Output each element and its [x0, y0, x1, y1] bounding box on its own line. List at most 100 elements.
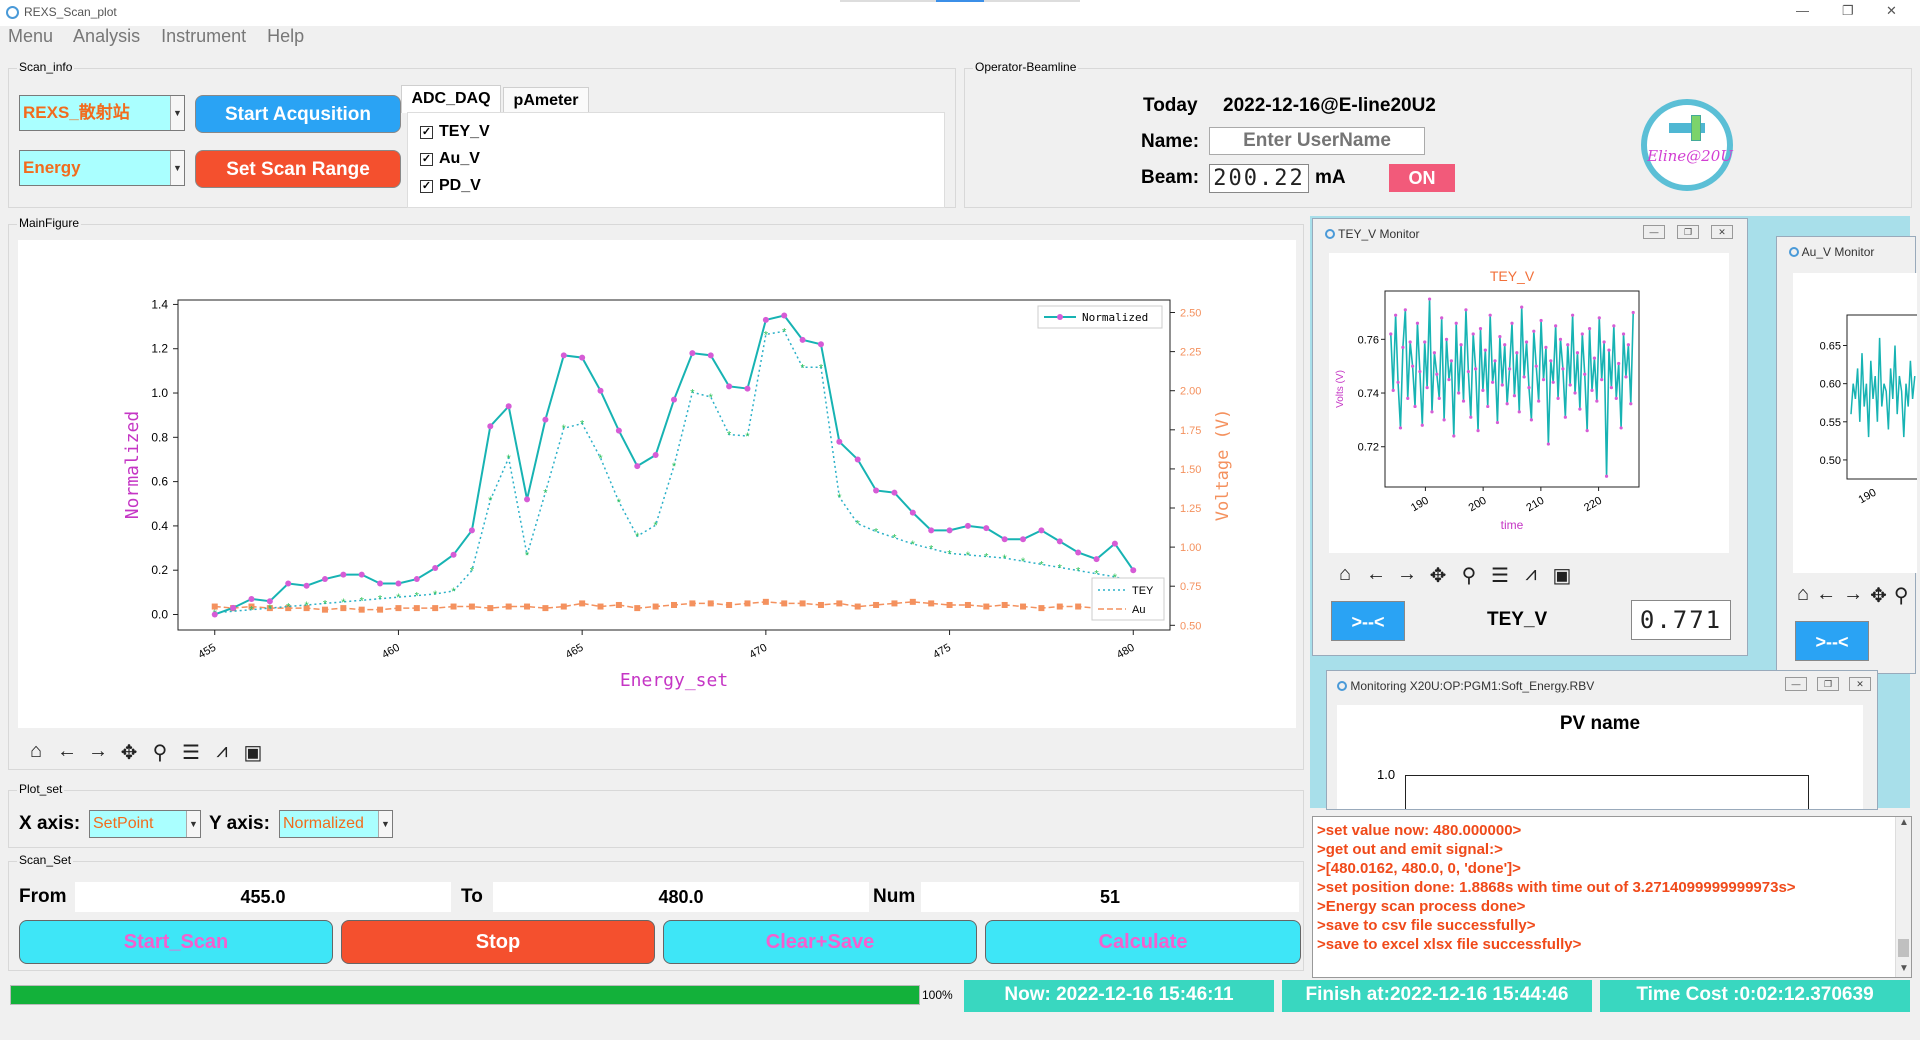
au-marker: [542, 605, 549, 612]
tey-marker: [1432, 351, 1437, 355]
tey-marker: [1539, 318, 1543, 323]
tey-marker: *: [1039, 559, 1044, 571]
zoom-icon[interactable]: ⚲: [1461, 565, 1477, 587]
tey-marker: [1566, 343, 1570, 347]
to-input[interactable]: 480.0: [493, 882, 869, 912]
zoom-icon[interactable]: ⚲: [1893, 585, 1909, 607]
chevron-down-icon: ▼: [378, 811, 392, 837]
close-button[interactable]: ✕: [1711, 225, 1733, 239]
tey-marker: [1573, 391, 1577, 395]
set-scan-range-button[interactable]: Set Scan Range: [195, 150, 401, 188]
back-arrow-icon[interactable]: ←: [57, 740, 77, 762]
channel-tey[interactable]: ✓ TEY_V: [420, 123, 490, 141]
channel-au[interactable]: ✓ Au_V: [420, 150, 480, 168]
pan-icon[interactable]: ✥: [120, 742, 138, 764]
save-icon[interactable]: ▣: [1552, 565, 1572, 587]
tey-marker: [1410, 364, 1415, 368]
edit-axis-icon[interactable]: ⩘: [216, 740, 228, 762]
tey-marker: [1408, 340, 1412, 344]
menu-menu[interactable]: Menu: [8, 26, 54, 46]
minimize-button[interactable]: —: [1796, 3, 1809, 18]
checkbox-au[interactable]: ✓: [420, 152, 433, 166]
from-input[interactable]: 455.0: [75, 882, 451, 912]
minimize-button[interactable]: —: [1643, 225, 1665, 239]
tey-x-tick-label: 190: [1409, 495, 1431, 515]
normalized-marker: [946, 527, 953, 534]
tey-marker: [1498, 335, 1502, 339]
tey-marker: *: [874, 526, 879, 538]
tey-marker: *: [304, 600, 309, 612]
close-button[interactable]: ✕: [1849, 677, 1871, 691]
home-icon[interactable]: ⌂: [1797, 583, 1810, 605]
minimize-button[interactable]: —: [1785, 677, 1807, 691]
tey-marker: [1597, 316, 1601, 320]
tey-marker: [1471, 332, 1475, 336]
checkbox-pd[interactable]: ✓: [420, 179, 433, 193]
tey-marker: [1612, 324, 1616, 328]
tey-marker: [1449, 359, 1453, 363]
tey-marker: [1600, 378, 1604, 382]
save-icon[interactable]: ▣: [243, 742, 263, 764]
configure-icon[interactable]: ☰: [1491, 565, 1509, 587]
clear-save-button[interactable]: Clear+Save: [663, 920, 977, 964]
restore-button[interactable]: ❐: [1677, 225, 1699, 239]
tab-pameter[interactable]: pAmeter: [503, 87, 589, 113]
forward-arrow-icon[interactable]: →: [88, 740, 108, 762]
scroll-thumb[interactable]: [1898, 939, 1909, 957]
num-input[interactable]: 51: [921, 882, 1299, 912]
tey-marker: *: [690, 387, 695, 399]
checkbox-tey[interactable]: ✓: [420, 125, 433, 139]
y-axis-combo[interactable]: Normalized ▼: [279, 810, 393, 838]
main-chart[interactable]: 455 460 465 470 475 4800.00.20.40.60.81.01.21…: [18, 240, 1296, 728]
home-icon[interactable]: ⌂: [1338, 563, 1352, 585]
menu-help[interactable]: Help: [267, 26, 305, 46]
forward-arrow-icon[interactable]: →: [1397, 563, 1417, 585]
normalized-marker: [1130, 567, 1137, 574]
log-scrollbar[interactable]: ▲ ▼: [1895, 817, 1911, 977]
calculate-button[interactable]: Calculate: [985, 920, 1301, 964]
edit-axis-icon[interactable]: ⩘: [1525, 563, 1537, 585]
menu-instrument[interactable]: Instrument: [161, 26, 247, 46]
scroll-up-icon[interactable]: ▲: [1899, 817, 1909, 828]
au-marker: [597, 603, 604, 610]
start-acquisition-button[interactable]: Start Acqusition: [195, 95, 401, 133]
au-monitor-chart[interactable]: 0.50 0.55 0.60 0.65 190: [1793, 273, 1917, 573]
configure-icon[interactable]: ☰: [182, 742, 200, 764]
tey-reset-button[interactable]: >--<: [1331, 601, 1405, 641]
restore-button[interactable]: ❐: [1842, 3, 1854, 18]
restore-button[interactable]: ❐: [1817, 677, 1839, 691]
pan-icon[interactable]: ✥: [1429, 565, 1447, 587]
y2-tick-label: 1.50: [1180, 464, 1201, 476]
start-scan-button[interactable]: Start_Scan: [19, 920, 333, 964]
x-axis-combo[interactable]: SetPoint ▼: [89, 810, 201, 838]
tey-marker: [1551, 380, 1555, 384]
tey-monitor-chart[interactable]: TEY_V 0.72 0.74 0.76 190 200 210 220 time Volts (…: [1329, 253, 1729, 553]
back-arrow-icon[interactable]: ←: [1816, 583, 1837, 605]
tab-adc-daq[interactable]: ADC_DAQ: [401, 85, 501, 113]
forward-arrow-icon[interactable]: →: [1843, 583, 1864, 605]
tey-marker: [1585, 429, 1589, 433]
tey-marker: *: [1076, 566, 1081, 578]
tey-marker: [1517, 410, 1521, 414]
tey-marker: [1447, 378, 1451, 382]
station-combo[interactable]: REXS_散射站 ▼: [19, 95, 185, 131]
legend-normalized-label: Normalized: [1082, 311, 1148, 324]
tey-marker: [1420, 423, 1424, 427]
channel-pd[interactable]: ✓ PD_V: [420, 177, 481, 195]
back-arrow-icon[interactable]: ←: [1366, 563, 1386, 585]
home-icon[interactable]: ⌂: [29, 740, 43, 762]
tey-marker: [1563, 415, 1567, 419]
scroll-down-icon[interactable]: ▼: [1899, 963, 1909, 974]
plot-frame: [177, 299, 1171, 631]
menu-analysis[interactable]: Analysis: [73, 26, 141, 46]
mode-combo[interactable]: Energy ▼: [19, 150, 185, 186]
pan-icon[interactable]: ✥: [1870, 585, 1887, 607]
zoom-icon[interactable]: ⚲: [152, 742, 168, 764]
username-input[interactable]: [1209, 127, 1425, 155]
close-button[interactable]: ✕: [1886, 3, 1897, 18]
stop-button[interactable]: Stop: [341, 920, 655, 964]
au-reset-button[interactable]: >--<: [1795, 621, 1869, 661]
tey-marker: [1587, 326, 1592, 331]
normalized-marker: [395, 580, 402, 587]
au-marker: [854, 603, 861, 610]
